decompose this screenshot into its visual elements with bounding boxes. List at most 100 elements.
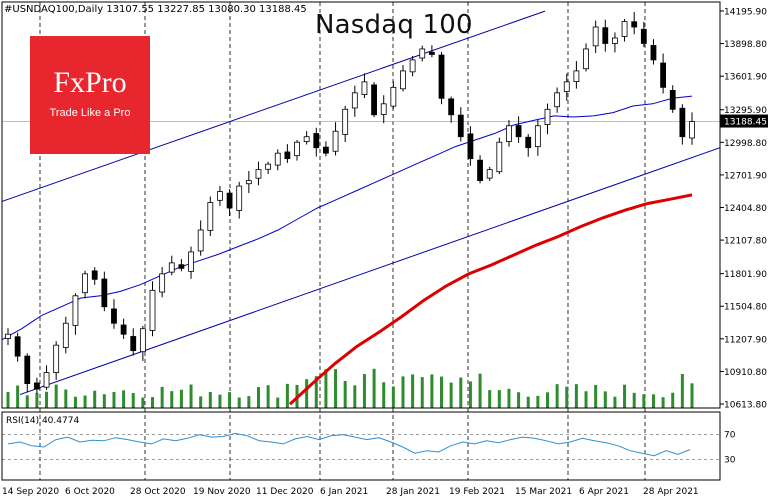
candle-up xyxy=(245,180,252,185)
candle-down xyxy=(371,84,377,116)
volume-bar xyxy=(237,397,241,408)
candle-up xyxy=(236,185,243,211)
logo-wordmark: FxPro xyxy=(53,66,127,99)
volume-bar xyxy=(671,392,675,408)
candle-up xyxy=(554,92,561,108)
candle-up xyxy=(351,92,358,109)
volume-bar xyxy=(141,397,145,408)
candle-down xyxy=(660,62,666,88)
candle-up xyxy=(496,141,503,173)
volume-bar xyxy=(411,374,415,408)
volume-bar xyxy=(343,380,347,408)
candle-up xyxy=(380,103,387,115)
candles-layer xyxy=(5,11,695,394)
volume-bar xyxy=(160,386,164,408)
candle-up xyxy=(217,191,223,201)
ma200-line xyxy=(288,193,693,406)
price-tick-label: 13898.80 xyxy=(724,40,767,50)
rsi-level-label: 70 xyxy=(724,431,736,441)
volume-bar xyxy=(468,381,472,408)
channel-upper-line xyxy=(1,10,546,202)
candle-up xyxy=(573,70,580,82)
price-tick-label: 12404.80 xyxy=(724,204,767,214)
price-tick-label: 11207.90 xyxy=(724,335,767,345)
volume-bar xyxy=(334,369,338,408)
volume-bar xyxy=(565,386,569,408)
candle-up xyxy=(168,262,175,273)
volume-bar xyxy=(632,392,636,408)
date-label: 6 Jan 2021 xyxy=(320,487,368,497)
volume-bar xyxy=(93,390,97,408)
candle-down xyxy=(111,308,117,324)
volume-bar xyxy=(112,391,116,408)
volume-bar xyxy=(545,392,549,408)
volume-bar xyxy=(54,384,58,408)
volume-bar xyxy=(372,368,376,408)
candle-down xyxy=(120,324,127,335)
date-label: 6 Oct 2020 xyxy=(65,487,115,497)
channel-layer xyxy=(1,10,721,396)
price-tick-label: 14195.90 xyxy=(724,8,767,18)
volume-bar xyxy=(526,396,530,408)
candle-up xyxy=(159,273,166,293)
ma50-line xyxy=(1,95,693,341)
chart-title: Nasdaq 100 xyxy=(315,10,473,40)
volume-bar xyxy=(314,376,318,408)
volume-bar xyxy=(574,384,578,408)
volume-bar xyxy=(517,392,521,408)
candle-down xyxy=(650,45,657,61)
candle-down xyxy=(448,98,455,116)
volume-bar xyxy=(6,392,10,408)
volume-bar xyxy=(247,396,251,408)
candle-down xyxy=(284,151,291,160)
candle-down xyxy=(323,146,329,154)
candle-down xyxy=(101,278,108,308)
volume-bar xyxy=(83,395,87,408)
candle-down xyxy=(457,114,464,138)
volume-bar xyxy=(199,396,203,408)
candle-up xyxy=(342,108,349,135)
volume-bar xyxy=(16,385,20,408)
volume-bar xyxy=(536,395,540,408)
volume-bar xyxy=(459,377,463,408)
volume-bar xyxy=(594,385,598,408)
price-tick-label: 10613.80 xyxy=(724,401,767,411)
candle-up xyxy=(5,333,11,339)
candle-up xyxy=(303,136,310,143)
volume-bar xyxy=(420,377,424,408)
price-tick-label: 13601.90 xyxy=(724,73,767,83)
candle-down xyxy=(477,159,483,182)
volume-bar xyxy=(391,386,395,408)
candle-up xyxy=(265,163,272,170)
volume-bar xyxy=(179,389,183,408)
price-tick-label: 12998.80 xyxy=(724,139,767,149)
volume-bar xyxy=(507,388,511,408)
volume-bar xyxy=(170,391,174,408)
rsi-pane-border xyxy=(1,411,721,481)
volume-bar xyxy=(488,390,492,408)
candle-up xyxy=(612,37,618,44)
price-tick-label: 12107.80 xyxy=(724,237,767,247)
volume-bar xyxy=(208,391,212,408)
symbol-info: #USNDAQ100,Daily 13107.55 13227.85 13080… xyxy=(4,4,307,15)
volume-bar xyxy=(401,376,405,408)
candle-up xyxy=(621,21,628,37)
candle-up xyxy=(274,152,281,166)
price-tick-label: 13295.90 xyxy=(724,106,767,116)
volume-bar xyxy=(440,376,444,408)
current-price-label: 13188.45 xyxy=(724,118,767,128)
volume-bar xyxy=(613,396,617,408)
date-label: 19 Feb 2021 xyxy=(449,487,505,497)
candle-down xyxy=(24,355,31,384)
date-label: 11 Dec 2020 xyxy=(256,487,314,497)
volume-bar xyxy=(25,395,29,408)
volume-bar xyxy=(73,396,77,408)
candle-down xyxy=(178,264,185,269)
rsi-line xyxy=(7,432,691,457)
candle-up xyxy=(592,26,599,47)
candle-up xyxy=(332,130,339,152)
price-tick-label: 10910.80 xyxy=(724,368,767,378)
rsi-level-label: 30 xyxy=(724,455,736,465)
volume-bar xyxy=(266,385,270,408)
